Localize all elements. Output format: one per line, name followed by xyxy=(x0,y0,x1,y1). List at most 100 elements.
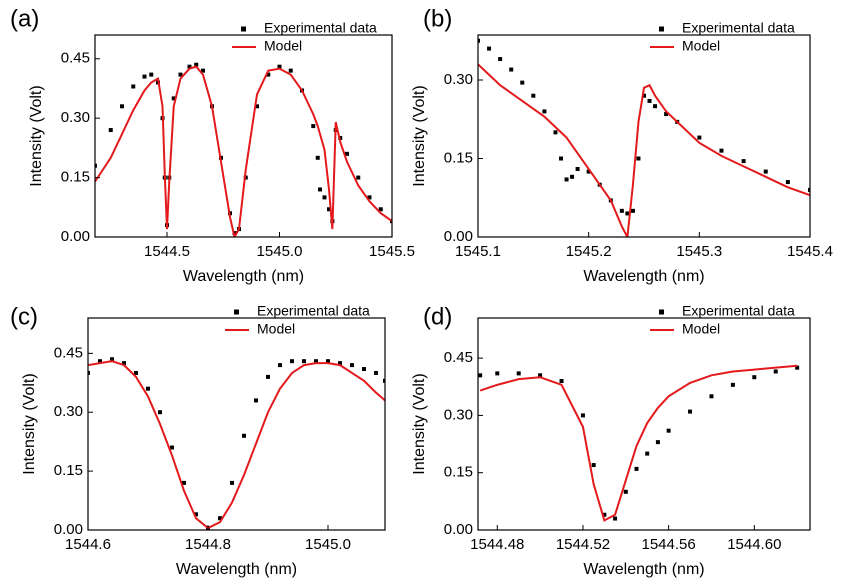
y-axis-label: Intensity (Volt) xyxy=(21,373,38,474)
data-point xyxy=(664,112,669,117)
data-point xyxy=(110,357,114,362)
data-point xyxy=(95,163,97,168)
plot-area xyxy=(478,364,800,522)
data-point xyxy=(487,46,492,51)
data-point xyxy=(122,361,126,366)
y-tick-label: 0.15 xyxy=(444,149,473,166)
data-point xyxy=(158,410,162,415)
panel-label: (a) xyxy=(10,5,39,32)
data-point xyxy=(326,359,330,364)
legend-label: Model xyxy=(264,38,302,54)
data-point xyxy=(542,109,547,114)
y-axis-label: Intensity (Volt) xyxy=(28,85,45,186)
y-axis-label: Intensity (Volt) xyxy=(411,85,428,186)
x-axis-label: Wavelength (nm) xyxy=(583,268,704,285)
plot-area xyxy=(478,38,810,237)
data-point xyxy=(338,361,342,366)
data-point xyxy=(752,375,757,380)
data-point xyxy=(218,516,222,521)
data-point xyxy=(666,428,671,433)
x-tick-label: 1545.2 xyxy=(566,243,612,260)
data-point xyxy=(242,433,246,438)
data-point xyxy=(655,440,660,445)
y-tick-label: 0.15 xyxy=(444,464,473,481)
data-point xyxy=(374,370,378,375)
data-point xyxy=(171,96,176,101)
x-tick-label: 1544.56 xyxy=(642,536,696,553)
data-point xyxy=(255,104,259,109)
x-tick-label: 1544.6 xyxy=(65,536,111,553)
panel: (d) 1544.48 1544.52 1544.56 1544.60 0.00 0.15 0… xyxy=(411,303,811,578)
data-point xyxy=(709,394,714,399)
legend-label: Model xyxy=(257,321,295,337)
y-tick-label: 0.00 xyxy=(444,521,473,538)
data-point xyxy=(254,398,258,403)
data-point xyxy=(149,72,154,77)
data-point xyxy=(350,363,354,368)
legend-marker xyxy=(241,26,246,32)
model-line xyxy=(479,364,798,522)
data-point xyxy=(194,62,199,67)
plot-area xyxy=(88,357,385,530)
data-point xyxy=(187,64,192,69)
data-point xyxy=(478,373,483,378)
data-point xyxy=(773,369,778,374)
y-tick-label: 0.45 xyxy=(444,349,473,366)
data-point xyxy=(378,207,383,212)
data-point xyxy=(763,169,768,174)
data-point xyxy=(311,124,316,129)
x-tick-label: 1545.0 xyxy=(257,243,303,260)
data-point xyxy=(538,373,543,378)
data-point xyxy=(645,451,650,456)
data-point xyxy=(345,151,349,156)
panel: (a) 1544.5 1545.0 1545.5 0.00 0.15 0.30 0.45 Wav… xyxy=(10,5,415,285)
model-line xyxy=(95,65,392,237)
data-point xyxy=(290,359,294,364)
legend-marker xyxy=(659,26,664,32)
data-point xyxy=(131,84,136,89)
y-tick-label: 0.30 xyxy=(54,403,83,420)
data-point xyxy=(288,68,293,73)
data-point xyxy=(623,489,628,494)
legend-label: Experimental data xyxy=(682,303,795,319)
data-point xyxy=(591,463,596,468)
panel-label: (c) xyxy=(10,303,38,330)
model-line xyxy=(88,360,385,530)
data-point xyxy=(647,98,652,103)
data-point xyxy=(194,512,198,517)
data-point xyxy=(314,359,318,364)
y-axis-label: Intensity (Volt) xyxy=(411,373,428,474)
data-point xyxy=(785,180,790,185)
data-point xyxy=(741,159,746,164)
y-tick-label: 0.45 xyxy=(54,344,83,361)
data-point xyxy=(367,195,372,200)
data-point xyxy=(146,386,150,391)
data-point xyxy=(142,74,147,79)
data-point xyxy=(302,359,306,364)
axes-frame xyxy=(477,34,811,238)
plot-area xyxy=(95,62,392,237)
y-tick-label: 0.00 xyxy=(444,228,473,245)
data-point xyxy=(630,208,635,213)
data-point xyxy=(266,374,270,379)
data-point xyxy=(642,93,646,98)
data-point xyxy=(697,135,702,140)
data-point xyxy=(362,367,366,372)
legend-marker xyxy=(659,309,664,315)
data-point xyxy=(182,480,186,485)
data-point xyxy=(356,175,361,180)
panel: (b) 1545.1 1545.2 1545.3 1545.4 0.00 0.15 0.30 W… xyxy=(411,5,833,285)
data-point xyxy=(613,516,618,521)
data-point xyxy=(586,169,591,174)
data-point xyxy=(134,370,138,375)
data-point xyxy=(636,156,641,161)
y-tick-label: 0.45 xyxy=(61,50,90,67)
data-point xyxy=(277,64,282,69)
x-tick-label: 1544.52 xyxy=(556,536,610,553)
data-point xyxy=(278,363,282,368)
axes-frame xyxy=(87,317,386,531)
legend-label: Experimental data xyxy=(264,20,377,36)
panel-label: (d) xyxy=(423,303,452,330)
x-axis-label: Wavelength (nm) xyxy=(183,268,304,285)
